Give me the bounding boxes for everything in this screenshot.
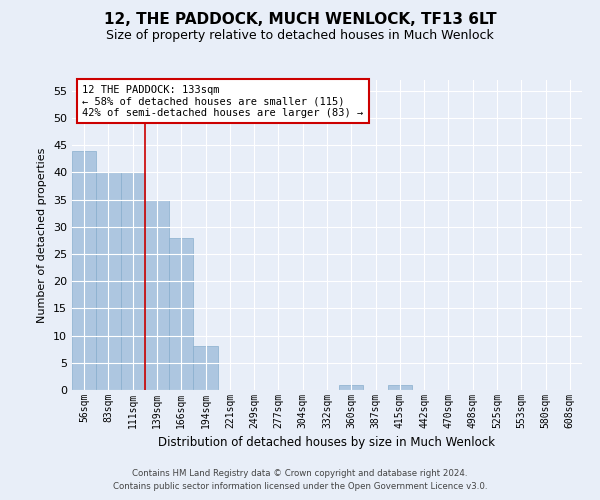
- Bar: [121, 172, 145, 390]
- Bar: [339, 384, 364, 390]
- Text: 12, THE PADDOCK, MUCH WENLOCK, TF13 6LT: 12, THE PADDOCK, MUCH WENLOCK, TF13 6LT: [104, 12, 496, 28]
- X-axis label: Distribution of detached houses by size in Much Wenlock: Distribution of detached houses by size …: [158, 436, 496, 450]
- Bar: [193, 346, 218, 390]
- Y-axis label: Number of detached properties: Number of detached properties: [37, 148, 47, 322]
- Text: Contains HM Land Registry data © Crown copyright and database right 2024.
Contai: Contains HM Land Registry data © Crown c…: [113, 470, 487, 491]
- Bar: [72, 150, 96, 390]
- Bar: [169, 238, 193, 390]
- Bar: [388, 384, 412, 390]
- Text: 12 THE PADDOCK: 133sqm
← 58% of detached houses are smaller (115)
42% of semi-de: 12 THE PADDOCK: 133sqm ← 58% of detached…: [82, 84, 364, 118]
- Text: Size of property relative to detached houses in Much Wenlock: Size of property relative to detached ho…: [106, 29, 494, 42]
- Bar: [96, 172, 121, 390]
- Bar: [145, 200, 169, 390]
